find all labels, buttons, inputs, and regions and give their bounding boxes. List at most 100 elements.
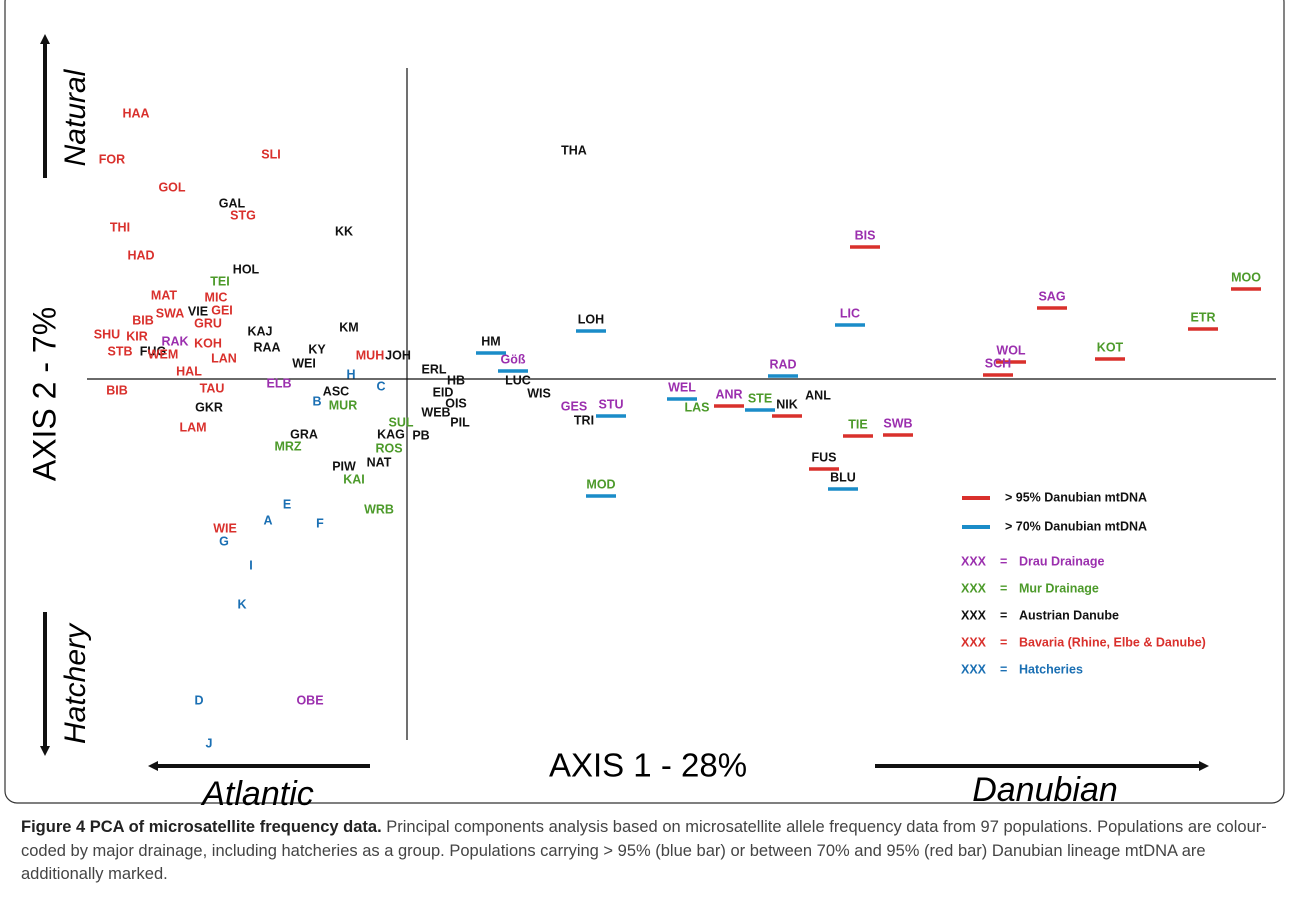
legend-separator: =: [1000, 581, 1007, 595]
population-label: KOT: [1097, 340, 1124, 354]
population-label: I: [249, 558, 252, 572]
population-label: LAS: [685, 400, 710, 414]
population-label: PIL: [450, 415, 470, 429]
danubian-label: Danubian: [972, 771, 1118, 809]
caption: Figure 4 PCA of microsatellite frequency…: [21, 816, 1273, 887]
caption-text: Principal components analysis based on m…: [21, 818, 1267, 883]
population-label: F: [316, 516, 324, 530]
population-label: LAN: [211, 351, 237, 365]
population-label: TEI: [210, 274, 229, 288]
population-label: WEI: [292, 356, 316, 370]
population-label: WIS: [527, 386, 551, 400]
population-label: KAG: [377, 427, 405, 441]
population-label: STB: [108, 344, 133, 358]
natural-label: Natural: [59, 68, 92, 166]
population-label: KK: [335, 224, 353, 238]
population-label: GEI: [211, 303, 233, 317]
population-label: B: [312, 394, 321, 408]
population-label: MUR: [329, 398, 357, 412]
population-label: Göß: [501, 352, 526, 366]
population-label: GRA: [290, 427, 318, 441]
legend-label: > 70% Danubian mtDNA: [1005, 519, 1147, 533]
legend-label: Bavaria (Rhine, Elbe & Danube): [1019, 635, 1206, 649]
legend-marker: XXX: [961, 662, 987, 676]
population-label: RAK: [161, 334, 188, 348]
population-label: MIC: [205, 290, 228, 304]
population-label: WEB: [421, 405, 450, 419]
population-label: HM: [481, 334, 500, 348]
population-label: MUH: [356, 348, 384, 362]
legend-label: > 95% Danubian mtDNA: [1005, 490, 1147, 504]
population-label: TAU: [200, 381, 225, 395]
population-label: KAI: [343, 472, 365, 486]
figure: Natural Hatchery AXIS 2 - 7% AXIS 1 - 28…: [4, 0, 1285, 810]
population-label: GKR: [195, 400, 223, 414]
population-label: HOL: [233, 262, 260, 276]
axis-2-label: AXIS 2 - 7%: [26, 307, 62, 481]
population-label: SHU: [94, 327, 120, 341]
population-label: HAA: [122, 106, 149, 120]
caption-title: Figure 4 PCA of microsatellite frequency…: [21, 818, 382, 836]
population-label: A: [263, 513, 272, 527]
population-label: TRI: [574, 413, 594, 427]
figure-frame: [4, 0, 1285, 804]
population-label: KAJ: [247, 324, 272, 338]
population-label: WIE: [213, 521, 237, 535]
population-label: TIE: [848, 417, 867, 431]
population-label: GES: [561, 399, 587, 413]
population-label: ERL: [422, 362, 447, 376]
population-label: LAM: [179, 420, 206, 434]
atlantic-label: Atlantic: [200, 775, 314, 810]
population-label: PB: [412, 428, 429, 442]
population-label: RAD: [769, 357, 796, 371]
population-label: THA: [561, 143, 587, 157]
population-label: H: [346, 367, 355, 381]
population-label: WRB: [364, 502, 394, 516]
population-label: HAL: [176, 364, 202, 378]
population-label: SLI: [261, 147, 280, 161]
population-label: BIS: [855, 228, 876, 242]
legend-marker: XXX: [961, 581, 987, 595]
legend-marker: XXX: [961, 608, 987, 622]
population-label: STU: [599, 397, 624, 411]
legend-separator: =: [1000, 662, 1007, 676]
population-label: SAG: [1038, 289, 1065, 303]
legend-label: Hatcheries: [1019, 662, 1083, 676]
legend-label: Drau Drainage: [1019, 554, 1104, 568]
population-label: KIR: [126, 329, 148, 343]
population-label: WEL: [668, 380, 696, 394]
legend-marker: XXX: [961, 635, 987, 649]
population-label: ASC: [323, 384, 349, 398]
legend-separator: =: [1000, 635, 1007, 649]
population-label: LOH: [578, 312, 604, 326]
population-label: RAA: [253, 340, 280, 354]
population-label: BIB: [106, 383, 128, 397]
population-label: KY: [308, 342, 326, 356]
population-label: E: [283, 497, 291, 511]
population-label: PIW: [332, 459, 356, 473]
population-label: BIB: [132, 313, 154, 327]
population-label: HAD: [127, 248, 154, 262]
population-label: SUL: [389, 415, 414, 429]
population-label: EID: [433, 385, 454, 399]
population-label: ROS: [375, 441, 402, 455]
population-label: SCH: [985, 356, 1011, 370]
population-label: J: [206, 736, 213, 750]
population-label: C: [376, 379, 385, 393]
population-label: LIC: [840, 306, 860, 320]
population-label: HB: [447, 373, 465, 387]
population-label: LUC: [505, 373, 531, 387]
population-label: NIK: [776, 397, 798, 411]
population-label: D: [194, 693, 203, 707]
population-label: ELB: [267, 376, 292, 390]
legend-label: Mur Drainage: [1019, 581, 1099, 595]
population-label: ETR: [1191, 310, 1216, 324]
legend-marker: XXX: [961, 554, 987, 568]
population-label: GRU: [194, 316, 222, 330]
population-label: SWA: [156, 306, 184, 320]
legend-separator: =: [1000, 608, 1007, 622]
population-label: JOH: [385, 348, 411, 362]
population-label: MAT: [151, 288, 178, 302]
population-label: STE: [748, 391, 772, 405]
